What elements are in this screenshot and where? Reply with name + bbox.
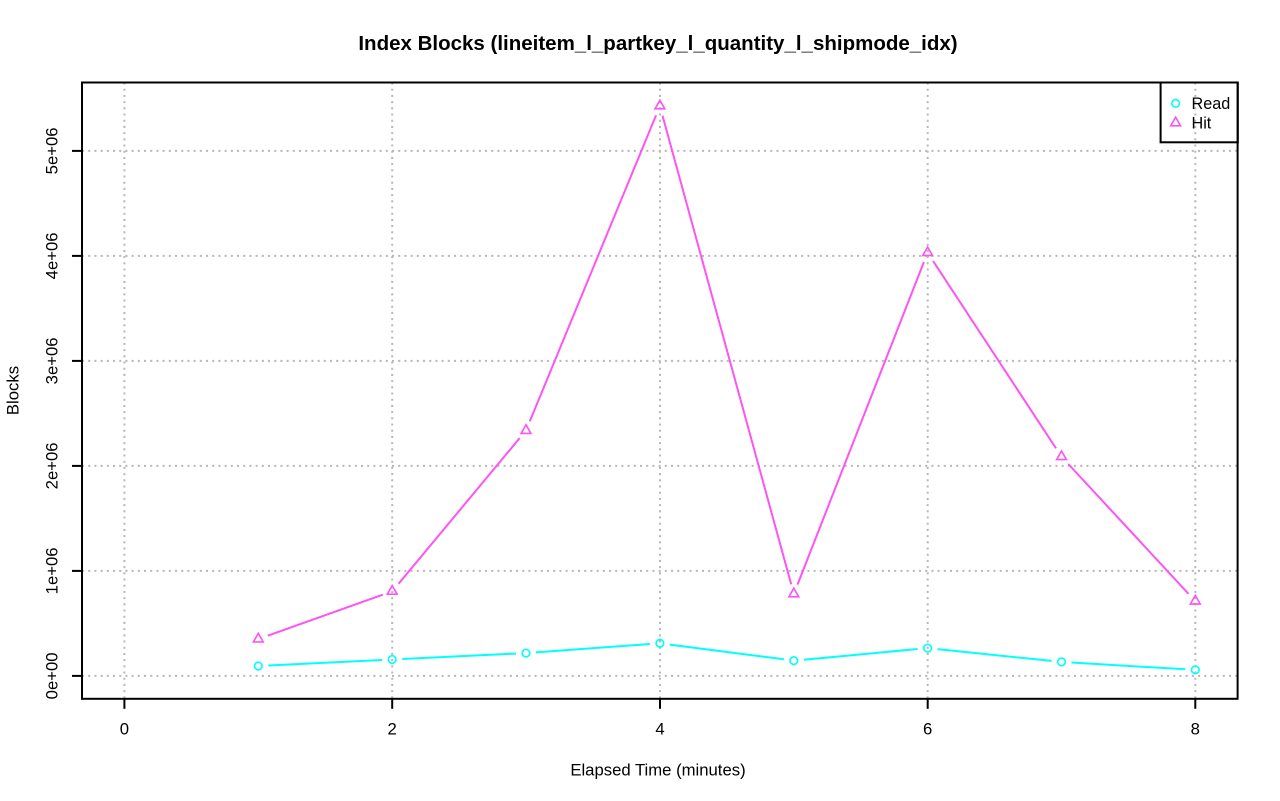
svg-text:6: 6 [923,720,932,739]
svg-text:4: 4 [655,720,664,739]
svg-text:1e+06: 1e+06 [43,547,62,594]
svg-text:Hit: Hit [1192,115,1212,133]
svg-text:5e+06: 5e+06 [43,127,62,174]
svg-text:Blocks: Blocks [4,366,23,415]
svg-text:3e+06: 3e+06 [43,337,62,384]
svg-text:2e+06: 2e+06 [43,442,62,489]
svg-text:Read: Read [1192,95,1231,113]
svg-text:Elapsed Time (minutes): Elapsed Time (minutes) [570,761,745,780]
svg-text:8: 8 [1191,720,1200,739]
svg-text:2: 2 [388,720,397,739]
svg-text:Index Blocks (lineitem_l_partk: Index Blocks (lineitem_l_partkey_l_quant… [358,32,957,55]
svg-text:4e+06: 4e+06 [43,232,62,279]
svg-text:0: 0 [120,720,129,739]
svg-text:0e+00: 0e+00 [43,652,62,699]
